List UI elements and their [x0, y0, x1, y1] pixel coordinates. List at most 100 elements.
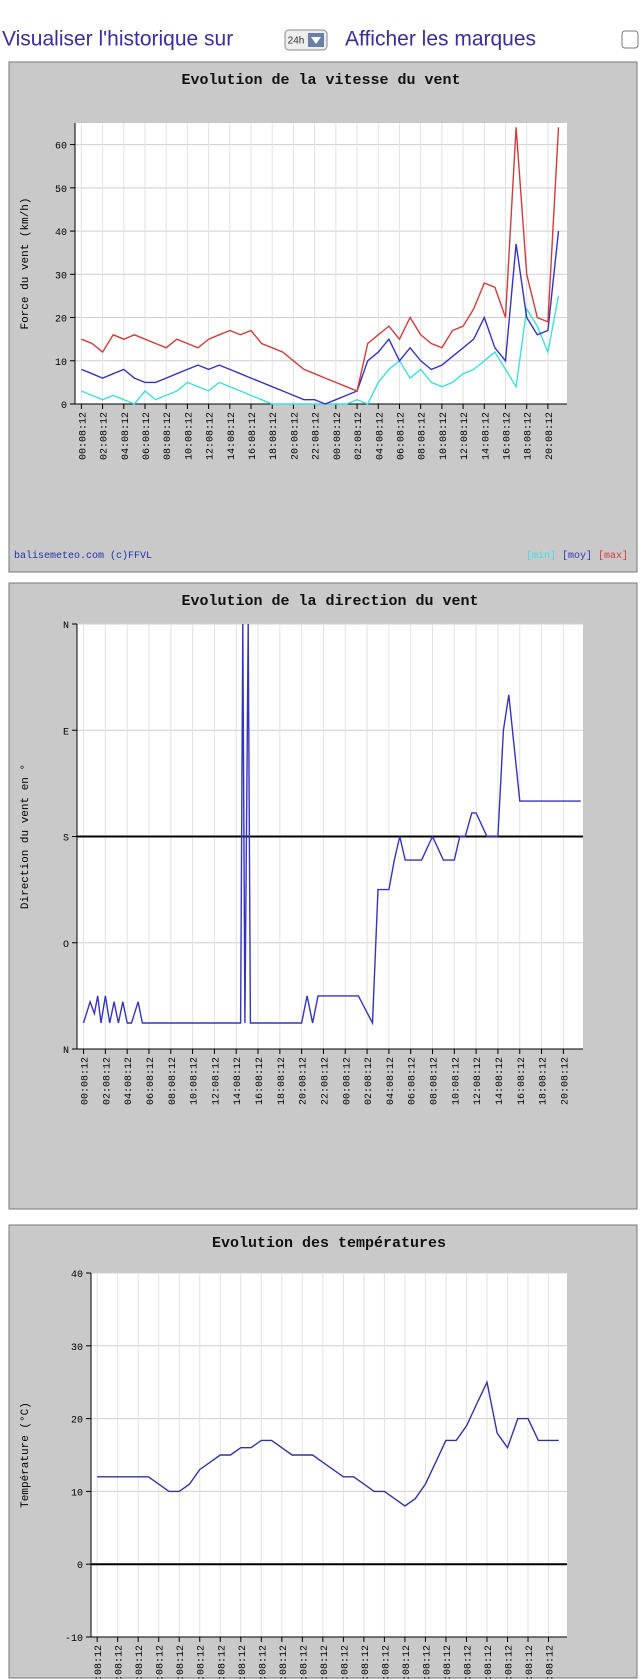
y-tick-label: O: [63, 940, 69, 951]
x-tick-label: 20:08:12: [299, 1057, 310, 1105]
y-axis-label: Force du vent (km/h): [20, 197, 32, 329]
y-tick-label: E: [63, 727, 69, 738]
y-tick-label: -10: [65, 1634, 83, 1645]
y-tick-label: 30: [71, 1343, 83, 1354]
y-tick-label: 0: [77, 1561, 83, 1572]
x-tick-label: 10:08:12: [184, 412, 195, 460]
x-tick-label: 12:08:12: [473, 1057, 484, 1105]
y-tick-label: 50: [55, 185, 67, 196]
x-tick-label: 02:08:12: [100, 412, 111, 460]
x-tick-label: 22:08:12: [312, 412, 323, 460]
y-tick-label: 40: [71, 1270, 83, 1281]
x-tick-label: 20:08:12: [546, 1645, 557, 1679]
legend-entry: [max]: [598, 550, 628, 562]
x-tick-label: 02:08:12: [354, 412, 365, 460]
x-tick-label: 12:08:12: [217, 1645, 228, 1679]
data-line: [82, 623, 581, 1026]
x-tick-label: 06:08:12: [408, 1057, 419, 1105]
chart-title: Evolution de la vitesse du vent: [181, 72, 460, 89]
data-line: [81, 231, 560, 405]
chart-title: Evolution de la direction du vent: [181, 593, 478, 610]
x-tick-label: 18:08:12: [269, 412, 280, 460]
y-tick-label: 10: [55, 358, 67, 369]
x-tick-label: 10:08:12: [197, 1645, 208, 1679]
y-tick-label: 20: [55, 315, 67, 326]
x-tick-label: 16:08:12: [505, 1645, 516, 1679]
y-tick-label: N: [63, 621, 69, 632]
x-tick-label: 20:08:12: [560, 1057, 571, 1105]
period-select[interactable]: 24h: [284, 29, 328, 51]
x-tick-label: 04:08:12: [124, 1057, 135, 1105]
y-tick-label: 60: [55, 142, 67, 153]
y-tick-label: 30: [55, 271, 67, 282]
x-tick-label: 08:08:12: [168, 1057, 179, 1105]
x-tick-label: 10:08:12: [451, 1057, 462, 1105]
source: balisemeteo.com (c)FFVL: [14, 550, 152, 562]
x-tick-label: 20:08:12: [290, 412, 301, 460]
x-tick-label: 08:08:12: [422, 1645, 433, 1679]
y-tick-label: 0: [61, 401, 67, 412]
x-tick-label: 00:08:12: [333, 412, 344, 460]
select-value: 24h: [288, 36, 305, 47]
x-tick-label: 00:08:12: [342, 1057, 353, 1105]
y-tick-label: 40: [55, 228, 67, 239]
x-tick-label: 10:08:12: [443, 1645, 454, 1679]
x-tick-label: 16:08:12: [255, 1057, 266, 1105]
x-tick-label: 22:08:12: [320, 1057, 331, 1105]
y-tick-label: S: [63, 834, 69, 845]
x-tick-label: 08:08:12: [418, 412, 429, 460]
x-tick-label: 12:08:12: [460, 412, 471, 460]
x-tick-label: 10:08:12: [190, 1057, 201, 1105]
x-tick-label: 12:08:12: [206, 412, 217, 460]
x-tick-label: 14:08:12: [233, 1057, 244, 1105]
x-tick-label: 02:08:12: [364, 1057, 375, 1105]
plot-area: [75, 123, 567, 404]
x-tick-label: 20:08:12: [545, 412, 556, 460]
x-tick-label: 18:08:12: [277, 1057, 288, 1105]
x-tick-label: 04:08:12: [135, 1645, 146, 1679]
y-tick-label: 20: [71, 1416, 83, 1427]
x-tick-label: 06:08:12: [142, 412, 153, 460]
x-tick-label: 22:08:12: [320, 1645, 331, 1679]
data-line: [97, 1379, 559, 1507]
legend-entry: [min]: [526, 550, 556, 562]
x-tick-label: 04:08:12: [381, 1645, 392, 1679]
x-tick-label: 16:08:12: [503, 412, 514, 460]
x-tick-label: 04:08:12: [375, 412, 386, 460]
x-tick-label: 08:08:12: [430, 1057, 441, 1105]
x-tick-label: 00:08:12: [81, 1057, 92, 1105]
x-tick-label: 10:08:12: [439, 412, 450, 460]
x-tick-label: 02:08:12: [361, 1645, 372, 1679]
legend-entry: [moy]: [562, 550, 592, 562]
x-tick-label: 16:08:12: [517, 1057, 528, 1105]
x-tick-label: 18:08:12: [525, 1645, 536, 1679]
y-tick-label: 10: [71, 1488, 83, 1499]
x-tick-label: 16:08:12: [258, 1645, 269, 1679]
x-tick-label: 08:08:12: [176, 1645, 187, 1679]
x-tick-label: 06:08:12: [146, 1057, 157, 1105]
x-tick-label: 04:08:12: [121, 412, 132, 460]
chart-title: Evolution des températures: [212, 1235, 446, 1252]
x-tick-label: 02:08:12: [102, 1057, 113, 1105]
data-line: [81, 127, 560, 392]
x-tick-label: 06:08:12: [396, 412, 407, 460]
x-tick-label: 14:08:12: [238, 1645, 249, 1679]
x-tick-label: 12:08:12: [463, 1645, 474, 1679]
history-label: Visualiser l'historique sur: [2, 28, 233, 51]
x-tick-label: 00:08:12: [340, 1645, 351, 1679]
x-tick-label: 14:08:12: [495, 1057, 506, 1105]
x-tick-label: 18:08:12: [279, 1645, 290, 1679]
marks-checkbox[interactable]: [621, 30, 639, 49]
data-line: [81, 295, 560, 405]
x-tick-label: 14:08:12: [227, 412, 238, 460]
x-tick-label: 00:08:12: [78, 412, 89, 460]
y-axis-label: Température (°C): [20, 1402, 32, 1508]
x-tick-label: 06:08:12: [156, 1645, 167, 1679]
x-tick-label: 12:08:12: [211, 1057, 222, 1105]
x-tick-label: 20:08:12: [299, 1645, 310, 1679]
x-tick-label: 00:08:12: [94, 1645, 105, 1679]
x-tick-label: 06:08:12: [402, 1645, 413, 1679]
select-arrow: [311, 37, 321, 44]
